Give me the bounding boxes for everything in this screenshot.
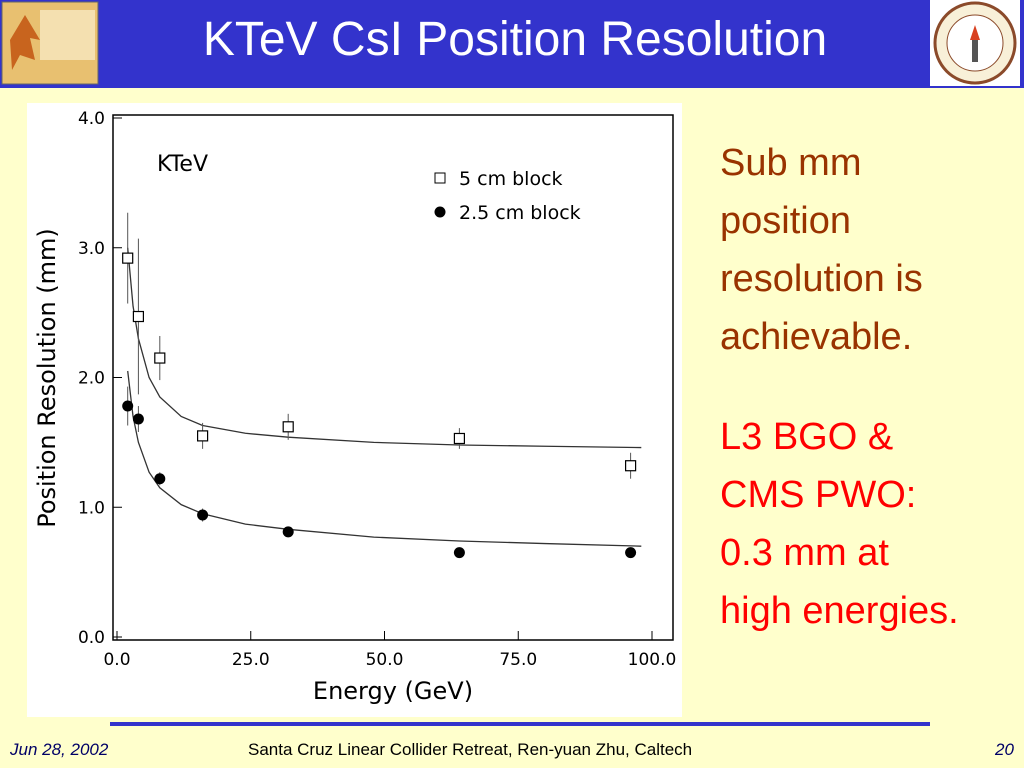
- point: [122, 400, 134, 412]
- y-tick-label: 0.0: [78, 628, 105, 648]
- point: [154, 473, 166, 485]
- point: [282, 421, 294, 433]
- point: [197, 430, 209, 442]
- point: [154, 352, 166, 364]
- x-tick-label: 100.0: [628, 650, 677, 670]
- body-text: L3 BGO & CMS PWO: 0.3 mm at high energie…: [720, 416, 959, 632]
- slide-title: KTeV CsI Position Resolution: [202, 13, 828, 66]
- plot-frame: [112, 114, 674, 641]
- point: [132, 413, 144, 425]
- footer-rule: [110, 722, 930, 726]
- x-axis-label: Energy (GeV): [313, 677, 473, 705]
- legend-marker: [434, 206, 446, 218]
- y-tick-label: 4.0: [78, 109, 105, 129]
- footer-event: Santa Cruz Linear Collider Retreat, Ren-…: [248, 740, 693, 759]
- point: [122, 252, 134, 264]
- right-logo: [930, 0, 1020, 86]
- point: [197, 509, 209, 521]
- x-tick-label: 50.0: [366, 650, 404, 670]
- chart: KTeV Energy (GeV) Position Resolution (m…: [33, 109, 677, 705]
- legend-marker: [434, 172, 446, 184]
- legend-label: 2.5 cm block: [459, 202, 581, 224]
- legend-label: 5 cm block: [459, 168, 563, 190]
- x-tick-label: 25.0: [232, 650, 270, 670]
- x-tick-label: 75.0: [499, 650, 537, 670]
- body-text: Sub mm position resolution is achievable…: [720, 142, 923, 358]
- point: [625, 547, 637, 559]
- point: [453, 432, 465, 445]
- y-tick-label: 3.0: [78, 239, 105, 259]
- annotation: KTeV: [157, 152, 208, 177]
- title-bar: [0, 0, 1024, 88]
- point: [453, 547, 465, 559]
- point: [132, 310, 145, 323]
- y-tick-label: 2.0: [78, 369, 105, 389]
- point: [624, 460, 637, 472]
- x-tick-label: 0.0: [103, 650, 130, 670]
- point: [282, 526, 294, 538]
- footer-page: 20: [995, 740, 1014, 759]
- chart-panel: KTeV Energy (GeV) Position Resolution (m…: [27, 103, 682, 717]
- fit-curve: [127, 247, 642, 449]
- y-tick-label: 1.0: [78, 498, 105, 518]
- y-axis-label: Position Resolution (mm): [33, 228, 61, 528]
- footer-date: Jun 28, 2002: [10, 740, 109, 759]
- left-logo: [1, 1, 99, 85]
